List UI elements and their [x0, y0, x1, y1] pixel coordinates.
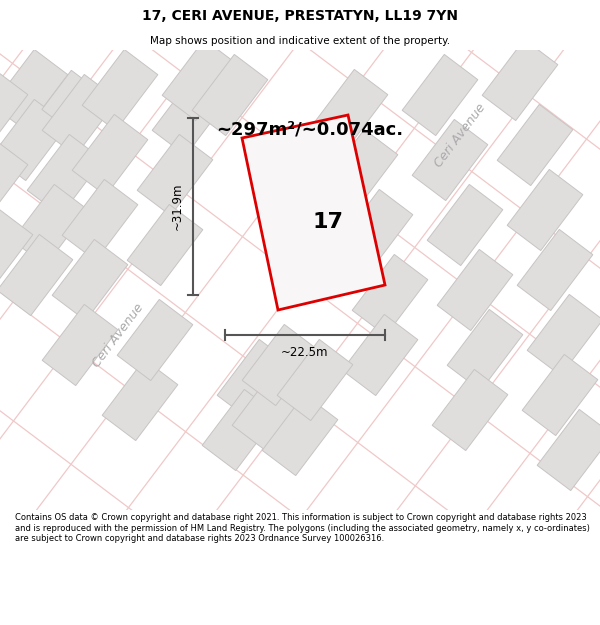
Polygon shape [162, 39, 238, 121]
Polygon shape [437, 249, 513, 331]
Polygon shape [312, 69, 388, 151]
Polygon shape [127, 204, 203, 286]
Polygon shape [82, 49, 158, 131]
Text: Map shows position and indicative extent of the property.: Map shows position and indicative extent… [150, 36, 450, 46]
Polygon shape [232, 369, 308, 451]
Polygon shape [102, 359, 178, 441]
Polygon shape [42, 71, 98, 129]
Polygon shape [0, 209, 33, 291]
Polygon shape [497, 104, 573, 186]
Text: ~22.5m: ~22.5m [281, 346, 329, 359]
Text: 17, CERI AVENUE, PRESTATYN, LL19 7YN: 17, CERI AVENUE, PRESTATYN, LL19 7YN [142, 9, 458, 23]
Text: 17: 17 [313, 212, 344, 232]
Text: Contains OS data © Crown copyright and database right 2021. This information is : Contains OS data © Crown copyright and d… [15, 514, 590, 543]
Polygon shape [242, 324, 318, 406]
Polygon shape [427, 184, 503, 266]
Polygon shape [262, 394, 338, 476]
Polygon shape [0, 49, 68, 131]
Polygon shape [12, 184, 88, 266]
Polygon shape [62, 179, 138, 261]
Text: ~31.9m: ~31.9m [170, 182, 184, 230]
Polygon shape [242, 115, 385, 310]
Polygon shape [342, 314, 418, 396]
Polygon shape [0, 69, 28, 151]
Text: Ceri Avenue: Ceri Avenue [90, 301, 146, 369]
Polygon shape [412, 119, 488, 201]
Polygon shape [152, 74, 228, 156]
Polygon shape [117, 299, 193, 381]
Polygon shape [527, 294, 600, 376]
Polygon shape [447, 309, 523, 391]
Polygon shape [507, 169, 583, 251]
Polygon shape [192, 54, 268, 136]
Polygon shape [402, 54, 478, 136]
Polygon shape [42, 74, 118, 156]
Polygon shape [0, 139, 28, 221]
Polygon shape [322, 129, 398, 211]
Polygon shape [0, 99, 68, 181]
Text: Ceri Avenue: Ceri Avenue [432, 101, 488, 169]
Polygon shape [432, 369, 508, 451]
Polygon shape [137, 134, 213, 216]
Polygon shape [522, 354, 598, 436]
Polygon shape [52, 239, 128, 321]
Polygon shape [202, 389, 278, 471]
Polygon shape [277, 339, 353, 421]
Polygon shape [72, 114, 148, 196]
Text: ~297m²/~0.074ac.: ~297m²/~0.074ac. [217, 121, 404, 139]
Polygon shape [517, 229, 593, 311]
Polygon shape [0, 234, 73, 316]
Polygon shape [352, 254, 428, 336]
Polygon shape [42, 304, 118, 386]
Polygon shape [482, 39, 558, 121]
Polygon shape [537, 409, 600, 491]
Polygon shape [337, 189, 413, 271]
Polygon shape [217, 339, 293, 421]
Polygon shape [27, 134, 103, 216]
